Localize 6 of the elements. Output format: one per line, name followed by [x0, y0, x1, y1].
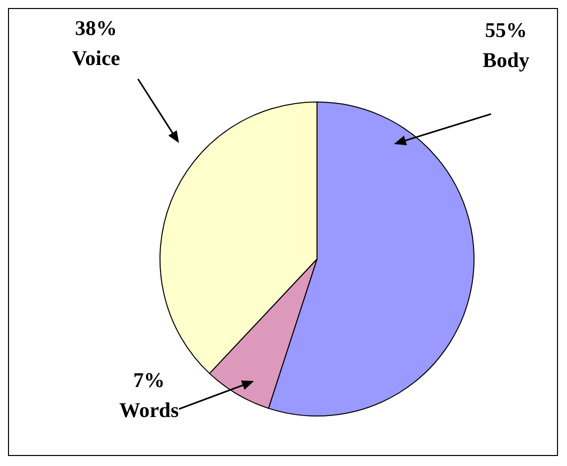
slice-label: Words	[119, 398, 179, 422]
slice-label: Body	[482, 48, 530, 72]
data-label: 55%	[485, 18, 527, 42]
slice-label: Voice	[72, 46, 120, 70]
data-label: 7%	[133, 368, 165, 392]
data-label: 38%	[75, 16, 117, 40]
